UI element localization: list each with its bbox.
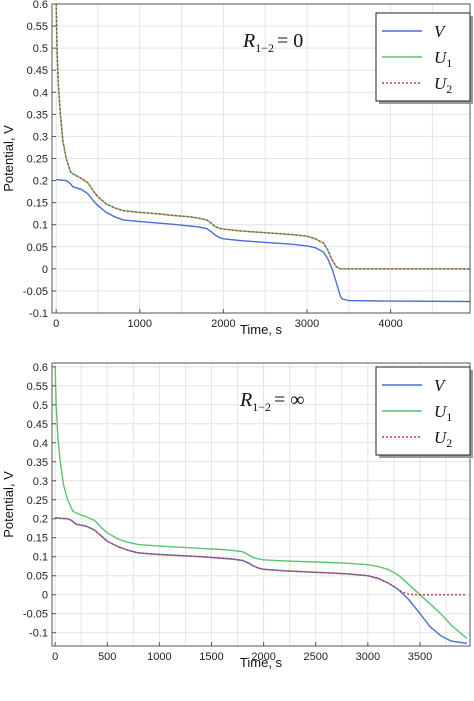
- x-tick-label: 1500: [199, 651, 223, 663]
- x-tick-label: 3000: [295, 318, 319, 330]
- x-axis-label: Time, s: [240, 322, 283, 337]
- y-axis-label: Potential, V: [1, 125, 16, 192]
- y-tick-label: 0.3: [33, 131, 48, 143]
- y-tick-label: 0.05: [27, 242, 48, 254]
- y-tick-label: 0.35: [27, 109, 48, 121]
- series-line-u2: [55, 517, 467, 596]
- y-tick-label: 0.6: [33, 0, 48, 11]
- y-tick-label: -0.1: [29, 308, 48, 320]
- chart-r12-zero: -0.1 -0.05 0 0.05 0.1 0.15 0.2 0.25 0.3 0.35 0.4 0.…: [1, 0, 473, 337]
- x-tick-label: 0: [53, 318, 59, 330]
- x-tick-label: 1000: [147, 651, 171, 663]
- legend-entry: U2: [434, 74, 452, 96]
- y-tick-label: 0.2: [33, 514, 48, 526]
- legend: V U1 U2: [375, 366, 473, 458]
- legend-entry: V: [434, 22, 447, 41]
- y-tick-label: 0.1: [33, 220, 48, 232]
- x-tick-label: 4000: [378, 318, 402, 330]
- series-line-u2: [55, 4, 470, 270]
- legend: V U1 U2: [375, 12, 473, 104]
- y-tick-label: 0.45: [27, 65, 48, 77]
- y-tick-label: 0.15: [27, 198, 48, 210]
- chart-r12-infinity: -0.1 -0.05 0 0.05 0.1 0.15 0.2 0.25 0.3 0.35 0.4 0.…: [1, 362, 473, 670]
- legend-entry: U2: [434, 428, 452, 450]
- y-tick-label: 0.5: [33, 400, 48, 412]
- legend-entry: V: [434, 376, 447, 395]
- y-tick-label: 0.45: [27, 419, 48, 431]
- y-tick-label: 0.2: [33, 176, 48, 188]
- x-tick-label: 3500: [408, 651, 432, 663]
- y-tick-label: 0.35: [27, 457, 48, 469]
- x-tick-label: 2500: [303, 651, 327, 663]
- x-tick-label: 2000: [251, 651, 275, 663]
- y-tick-label: 0.5: [33, 43, 48, 55]
- y-tick-label: 0: [42, 590, 48, 602]
- resistance-annotation: R1−2 = ∞: [239, 389, 305, 414]
- y-tick-label: -0.05: [23, 609, 48, 621]
- series-line-u1: [54, 366, 468, 639]
- x-axis-label: Time, s: [240, 655, 283, 670]
- y-tick-label: 0.25: [27, 154, 48, 166]
- y-tick-label: 0.05: [27, 571, 48, 583]
- series-line-v: [56, 179, 470, 303]
- legend-entry: U1: [434, 402, 452, 424]
- y-tick-label: 0.55: [27, 381, 48, 393]
- y-tick-label: 0.3: [33, 476, 48, 488]
- x-tick-label: 1000: [128, 318, 152, 330]
- y-tick-label: -0.05: [23, 286, 48, 298]
- y-tick-label: 0.1: [33, 552, 48, 564]
- y-axis-label: Potential, V: [1, 471, 16, 538]
- y-tick-label: 0.4: [33, 438, 48, 450]
- x-tick-label: 500: [98, 651, 116, 663]
- y-tick-label: 0.6: [33, 362, 48, 374]
- y-tick-label: 0: [42, 264, 48, 276]
- y-tick-label: 0.15: [27, 533, 48, 545]
- y-tick-label: -0.1: [29, 628, 48, 640]
- x-tick-label: 0: [52, 651, 58, 663]
- y-tick-label: 0.55: [27, 21, 48, 33]
- legend-entry: U1: [434, 48, 452, 70]
- y-tick-label: 0.25: [27, 495, 48, 507]
- x-tick-label: 3000: [356, 651, 380, 663]
- x-tick-label: 2000: [211, 318, 235, 330]
- axes-frame: [51, 362, 471, 647]
- resistance-annotation: R1−2 = 0: [242, 30, 303, 55]
- y-tick-label: 0.4: [33, 87, 48, 99]
